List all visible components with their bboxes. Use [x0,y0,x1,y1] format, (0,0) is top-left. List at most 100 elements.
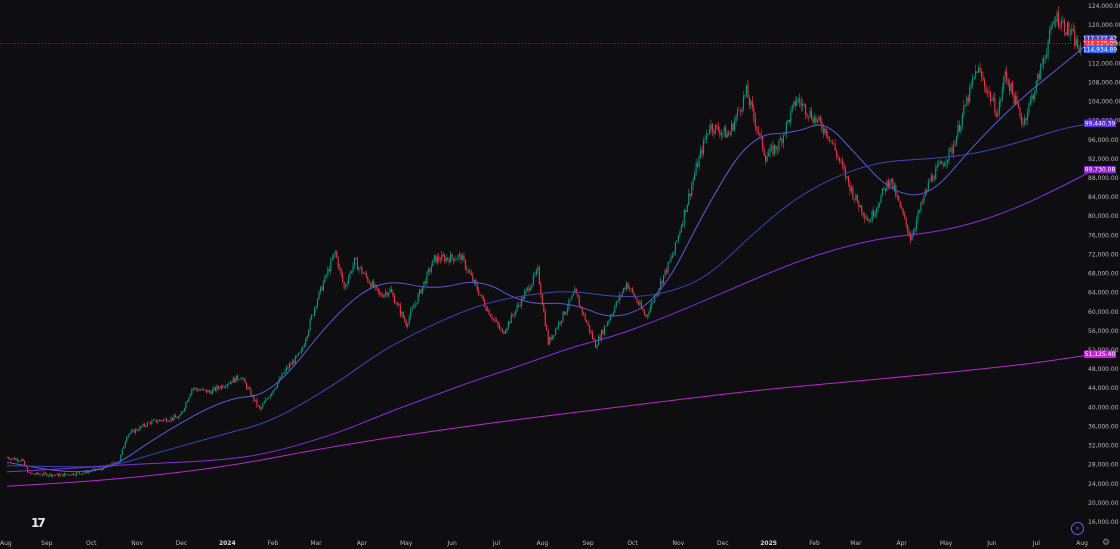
candle-body [432,259,434,267]
candle-body [562,311,564,321]
candle-body [543,304,545,312]
price-tag-label: 89,730.08 [1085,167,1116,174]
candle-body [736,109,739,116]
candle-body [435,255,437,263]
candle-body [549,337,551,345]
candle-body [180,412,182,415]
candle-body [608,320,610,323]
candle-body [689,193,691,196]
candle-body [895,185,897,197]
candle-body [101,469,103,471]
candle-body [1072,28,1074,31]
y-tick-label: 120,000.00 [1088,22,1120,29]
candle-body [744,94,746,97]
x-tick-label: Jul [1032,540,1041,547]
candle-body [274,388,276,391]
x-tick-label: Jul [492,540,501,547]
candle-body [1025,118,1027,121]
candle-body [711,124,713,132]
candle-body [222,385,224,388]
candle-body [695,163,697,174]
candle-body [407,323,409,327]
candle-body [967,97,969,102]
candle-body [677,235,679,241]
candle-body [670,257,672,261]
candle-body [169,420,171,422]
candle-body [223,386,225,388]
candle-body [217,386,219,389]
candle-body [1018,103,1020,108]
candle-body [769,147,771,154]
candle-body [120,454,122,462]
candle-body [932,175,934,181]
candle-body [630,288,632,290]
candle-body [1065,32,1067,35]
candle-body [1013,93,1015,105]
candle-body [874,213,876,217]
moving-average-line [6,353,1095,487]
candle-body [512,314,514,316]
candle-body [621,292,623,297]
x-tick-label: Aug [0,540,12,547]
candle-body [117,462,119,464]
candle-body [947,159,949,163]
candle-body [152,419,154,421]
candle-body [584,313,586,321]
candle-body [667,261,669,273]
x-tick-label: Mar [850,540,862,547]
candle-body [356,259,358,270]
x-tick-label: Feb [809,540,820,547]
time-axis[interactable]: Aug Sep Oct Nov Dec 2024 Feb Mar Apr May Jun Jul Aug… [0,540,1088,547]
candle-body [577,293,579,298]
price-axis[interactable]: 124,000.00120,000.00116,000.00112,000.00… [1088,3,1120,526]
candle-body [664,269,666,276]
candle-body [127,434,129,438]
candle-body [935,168,937,180]
y-tick-label: 16,000.00 [1088,519,1119,526]
candle-body [985,86,987,93]
candle-body [195,387,197,390]
candle-body [592,332,594,339]
candle-body [606,322,608,326]
candle-body [364,273,366,274]
candle-body [109,466,111,467]
candle-body [593,338,595,341]
candle-body [455,259,458,260]
y-tick-label: 76,000.00 [1088,232,1119,239]
candle-body [810,110,813,119]
settings-gear-icon[interactable]: ⚙ [1101,537,1111,547]
candle-body [191,388,193,394]
candle-body [831,140,833,144]
y-tick-label: 88,000.00 [1088,175,1119,182]
candle-body [219,388,221,389]
y-tick-label: 72,000.00 [1088,251,1119,258]
candle-body [957,125,959,137]
candle-body [544,311,546,326]
candle-body [1026,113,1028,121]
candle-body [503,331,505,334]
x-tick-label: 2024 [219,540,236,547]
candle-body [1010,82,1012,92]
candle-body [405,321,407,327]
candle-body [322,282,324,291]
candle-body [679,231,681,236]
y-tick-label: 68,000.00 [1088,271,1119,278]
candle-body [552,335,554,340]
candle-body [569,299,571,301]
candle-body [361,267,363,274]
tradingview-logo-icon[interactable]: 17 [31,516,46,530]
candle-body [784,133,786,135]
candle-body [53,475,55,476]
candle-body [411,307,413,311]
candle-body [728,133,730,136]
go-to-realtime-icon[interactable]: » [1071,522,1084,535]
y-tick-label: 40,000.00 [1088,404,1119,411]
candle-body [806,114,808,117]
candle-body [515,310,517,315]
candle-body [235,375,237,383]
candle-body [492,318,495,320]
candle-body [482,295,484,301]
candle-body [1057,12,1060,27]
